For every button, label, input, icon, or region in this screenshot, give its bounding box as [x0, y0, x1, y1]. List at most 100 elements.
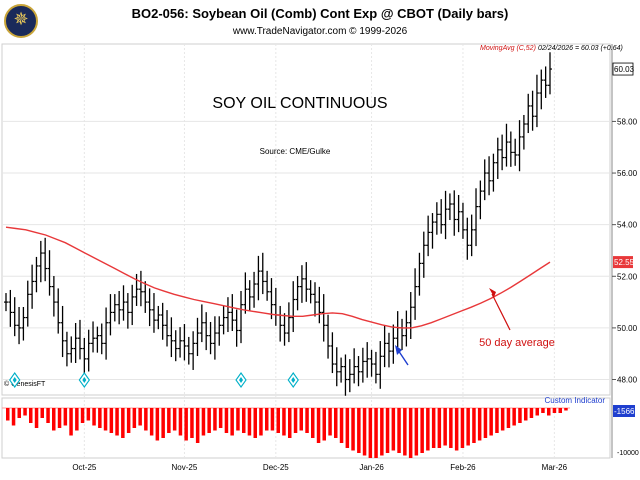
indicator-bar	[293, 408, 298, 433]
price-bar	[452, 190, 457, 236]
indicator-bar	[207, 408, 211, 433]
annotation-arrow-shaft	[491, 293, 511, 331]
indicator-min-label: -10000	[617, 450, 639, 457]
price-bar	[408, 292, 413, 339]
chart-source: Source: CME/Gulke	[260, 147, 331, 156]
price-bar	[34, 256, 39, 293]
indicator-bar	[167, 408, 171, 433]
indicator-bar	[190, 408, 194, 438]
price-bar	[360, 347, 365, 383]
indicator-bar	[247, 408, 252, 436]
price-bar	[191, 331, 196, 370]
price-bar	[212, 316, 217, 360]
indicator-bar	[195, 408, 200, 443]
price-bar	[330, 332, 335, 374]
indicator-bar	[149, 408, 154, 436]
indicator-bar	[558, 408, 562, 413]
indicator-bar	[351, 408, 355, 451]
price-bar	[182, 324, 187, 361]
price-bar	[47, 250, 52, 296]
price-bar	[178, 327, 183, 358]
indicator-bar	[155, 408, 160, 441]
price-bar	[160, 302, 165, 340]
price-bar	[30, 264, 35, 309]
price-bar	[317, 286, 322, 324]
indicator-bar	[121, 408, 125, 438]
indicator-bar	[144, 408, 148, 431]
price-bar	[543, 66, 548, 98]
price-bar	[278, 305, 283, 342]
indicator-bar	[224, 408, 229, 433]
indicator-bar	[115, 408, 119, 436]
price-bar	[86, 329, 91, 372]
x-tick-label: Oct-25	[72, 463, 97, 472]
indicator-bar	[391, 408, 396, 451]
price-bar	[265, 270, 270, 301]
indicator-bar	[564, 408, 568, 411]
blue-arrow-icon	[395, 345, 402, 355]
ma-value-box	[613, 256, 633, 269]
price-bar	[104, 307, 109, 360]
price-bar	[352, 348, 357, 384]
indicator-bar	[132, 408, 137, 428]
price-bar	[495, 137, 500, 179]
indicator-bar	[345, 408, 350, 448]
price-bar	[43, 237, 48, 282]
price-bar	[465, 217, 470, 260]
indicator-bar	[431, 408, 436, 448]
price-bar	[21, 306, 26, 341]
price-bar	[208, 321, 213, 355]
price-bar	[482, 159, 487, 201]
price-bar	[234, 309, 239, 347]
indicator-bar	[259, 408, 263, 436]
indicator-bar	[75, 408, 79, 431]
price-bar	[469, 214, 474, 257]
price-bar	[77, 319, 82, 360]
trade-navigator-logo-icon: ✵	[4, 4, 38, 38]
indicator-bar	[316, 408, 321, 443]
price-bar	[286, 302, 291, 343]
price-bar	[548, 52, 552, 95]
indicator-bar	[230, 408, 234, 436]
x-tick-label: Nov-25	[172, 463, 198, 472]
indicator-bar	[305, 408, 309, 433]
ma-value-label: 52.55	[614, 258, 635, 267]
price-bar	[308, 280, 313, 304]
price-bar	[51, 276, 56, 317]
price-bar	[373, 351, 378, 384]
price-bar	[343, 354, 348, 396]
price-bar	[456, 194, 461, 233]
indicator-bar	[184, 408, 188, 441]
indicator-bar	[52, 408, 56, 431]
indicator-bar	[86, 408, 91, 421]
indicator-bar	[547, 408, 551, 416]
price-bar	[221, 305, 226, 335]
x-tick-label: Dec-25	[263, 463, 289, 472]
price-bar	[4, 293, 8, 312]
price-bar	[165, 310, 170, 347]
price-bar	[434, 202, 439, 235]
indicator-bar	[380, 408, 384, 456]
indicator-bar	[368, 408, 373, 458]
price-bar	[173, 330, 178, 362]
price-bar	[395, 311, 400, 348]
indicator-bar	[23, 408, 27, 416]
y-tick-label: 58.00	[617, 117, 638, 126]
indicator-bar	[334, 408, 338, 438]
price-bar	[217, 316, 222, 346]
price-bar	[60, 305, 65, 358]
indicator-bar	[397, 408, 401, 453]
y-tick-label: 54.00	[617, 221, 638, 230]
diamond-marker-icon	[235, 372, 247, 388]
indicator-bar	[311, 408, 315, 438]
indicator-bar	[328, 408, 332, 436]
chart-header-subtitle: www.TradeNavigator.com © 1999-2026	[232, 26, 408, 37]
diamond-marker-core	[82, 377, 87, 383]
price-bar	[151, 293, 156, 333]
price-bar	[199, 304, 204, 343]
indicator-bar	[408, 408, 413, 458]
price-bar	[500, 134, 505, 171]
price-bar	[365, 342, 370, 378]
y-tick-label: 56.00	[617, 169, 638, 178]
